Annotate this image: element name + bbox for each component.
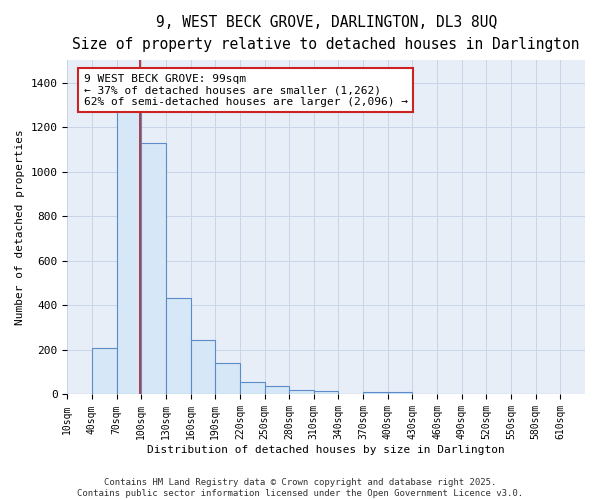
Bar <box>314 391 338 394</box>
Title: 9, WEST BECK GROVE, DARLINGTON, DL3 8UQ
Size of property relative to detached ho: 9, WEST BECK GROVE, DARLINGTON, DL3 8UQ … <box>73 15 580 52</box>
Bar <box>215 364 240 394</box>
Bar <box>92 348 116 395</box>
Bar <box>166 298 191 394</box>
Bar <box>289 390 314 394</box>
Bar <box>141 142 166 394</box>
Text: 9 WEST BECK GROVE: 99sqm
← 37% of detached houses are smaller (1,262)
62% of sem: 9 WEST BECK GROVE: 99sqm ← 37% of detach… <box>84 74 408 107</box>
Bar <box>363 392 388 394</box>
Y-axis label: Number of detached properties: Number of detached properties <box>15 130 25 326</box>
Text: Contains HM Land Registry data © Crown copyright and database right 2025.
Contai: Contains HM Land Registry data © Crown c… <box>77 478 523 498</box>
Bar <box>191 340 215 394</box>
X-axis label: Distribution of detached houses by size in Darlington: Distribution of detached houses by size … <box>147 445 505 455</box>
Bar <box>116 92 141 395</box>
Bar <box>240 382 265 394</box>
Bar <box>388 392 412 394</box>
Bar <box>265 386 289 394</box>
